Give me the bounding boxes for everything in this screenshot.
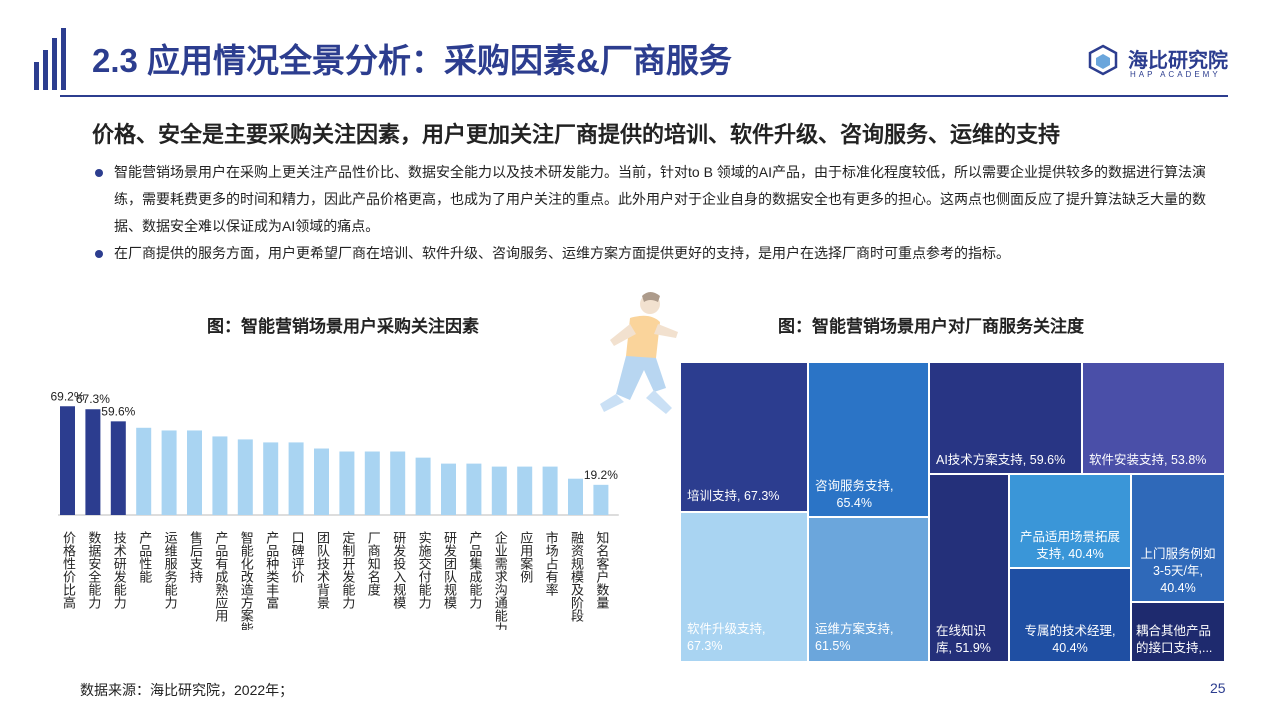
chart-title-purchase-factors: 图：智能营销场景用户采购关注因素 [207, 317, 479, 336]
bar-21 [593, 484, 609, 515]
logo-subtext: HAP ACADEMY [1130, 70, 1221, 79]
bar-category-label-14: 实施交付能力 [416, 531, 432, 610]
bar-2 [110, 421, 126, 515]
bar-0 [60, 406, 75, 515]
bar-category-label-12: 厂商知名度 [365, 531, 381, 596]
treemap-cell-integration: 耦合其他产品 的接口支持,... [1131, 602, 1225, 662]
bar-category-label-13: 研发投入规模 [390, 531, 406, 609]
treemap-cell-training: 培训支持, 67.3% [680, 362, 808, 512]
treemap-cell-ops: 运维方案支持, 61.5% [808, 517, 929, 662]
bar-1 [85, 409, 101, 515]
bar-13 [390, 451, 406, 515]
bar-category-label-7: 智能化改造方案能力 [238, 531, 254, 630]
bar-data-label-21: 19.2% [584, 468, 618, 482]
chart-title-vendor-services: 图：智能营销场景用户对厂商服务关注度 [778, 317, 1084, 336]
bar-11 [339, 451, 355, 515]
bar-20 [568, 478, 583, 515]
bar-category-label-0: 价格性价比高 [60, 531, 76, 609]
bar-8 [263, 442, 279, 515]
bar-category-label-11: 定制开发能力 [339, 531, 355, 610]
treemap-cell-onsite-service: 上门服务例如 3-5天/年, 40.4% [1131, 474, 1225, 602]
data-source-note: 数据来源：海比研究院，2022年； [80, 682, 294, 698]
bar-18 [517, 466, 533, 515]
treemap-cell-software-install: 软件安装支持, 53.8% [1082, 362, 1225, 474]
page-number: 25 [1210, 680, 1226, 696]
treemap-cell-knowledge-base: 在线知识 库, 51.9% [929, 474, 1009, 662]
bar-data-label-1: 67.3% [76, 392, 110, 406]
bar-7 [237, 439, 253, 515]
bar-category-label-17: 企业需求沟通能力 [492, 530, 508, 630]
bar-category-label-20: 融资规模及阶段 [568, 531, 584, 622]
bar-category-label-19: 市场占有率 [543, 530, 559, 596]
logo-cube-icon [1088, 44, 1118, 76]
treemap-cell-software-upgrade: 软件升级支持, 67.3% [680, 512, 808, 662]
bar-14 [415, 457, 431, 515]
treemap-chart: 培训支持, 67.3% 软件升级支持, 67.3% 咨询服务支持, 65.4% 运维… [680, 362, 1225, 662]
bar-category-label-10: 团队技术背景 [314, 531, 330, 609]
bar-category-label-8: 产品种类丰富 [263, 531, 279, 610]
bar-category-label-1: 数据安全能力 [85, 531, 101, 610]
bar-category-label-21: 知名客户数量 [593, 530, 609, 609]
header-deco-bar-4 [61, 28, 66, 90]
bullet-list: 智能营销场景用户在采购上更关注产品性价比、数据安全能力以及技术研发能力。当前，针… [92, 159, 1222, 267]
bar-chart: 69.2% 价格性价比高 67.3% 数据安全能力 59.6% 技术研发能力 产品性能 运维服… [50, 389, 619, 630]
bar-15 [441, 463, 456, 515]
bar-category-label-9: 口碑评价 [289, 531, 305, 583]
treemap-cell-ai-solution: AI技术方案支持, 59.6% [929, 362, 1082, 474]
bar-category-label-16: 产品集成能力 [466, 531, 482, 610]
bar-category-label-3: 产品性能 [136, 531, 152, 583]
bar-10 [314, 448, 329, 515]
logo-text: 海比研究院 [1128, 50, 1228, 72]
bar-17 [491, 466, 507, 515]
section-subtitle: 价格、安全是主要采购关注因素，用户更加关注厂商提供的培训、软件升级、咨询服务、运… [92, 122, 1061, 147]
header-deco-bar-1 [34, 62, 39, 90]
bar-category-label-18: 应用案例 [517, 530, 533, 584]
bar-category-label-4: 运维服务能力 [162, 531, 178, 610]
bar-19 [542, 466, 558, 515]
bar-5 [187, 430, 202, 515]
bar-6 [212, 436, 228, 515]
bar-16 [466, 463, 482, 515]
bar-9 [288, 442, 304, 515]
runner-illustration [600, 292, 678, 414]
treemap-cell-consulting: 咨询服务支持, 65.4% [808, 362, 929, 517]
bar-category-label-6: 产品有成熟应用 [212, 531, 228, 623]
header-deco-bar-2 [43, 50, 48, 90]
bar-category-label-5: 售后支持 [187, 530, 203, 583]
page-title: 2.3 应用情况全景分析：采购因素&厂商服务 [92, 42, 732, 79]
bar-category-label-2: 技术研发能力 [111, 531, 127, 610]
bar-12 [364, 451, 380, 515]
bar-data-label-0: 69.2% [50, 389, 84, 403]
bar-category-label-15: 研发团队规模 [441, 531, 457, 609]
header-deco-bar-3 [52, 38, 57, 90]
bullet-item: 智能营销场景用户在采购上更关注产品性价比、数据安全能力以及技术研发能力。当前，针… [92, 159, 1222, 240]
treemap-cell-scenario-expansion: 产品适用场景拓展 支持, 40.4% [1009, 474, 1131, 568]
bullet-item: 在厂商提供的服务方面，用户更希望厂商在培训、软件升级、咨询服务、运维方案方面提供… [92, 240, 1222, 267]
bar-4 [161, 430, 177, 515]
header-divider [60, 95, 1228, 97]
treemap-cell-tech-manager: 专属的技术经理, 40.4% [1009, 568, 1131, 662]
bar-3 [136, 427, 152, 515]
bar-data-label-2: 59.6% [101, 404, 135, 418]
